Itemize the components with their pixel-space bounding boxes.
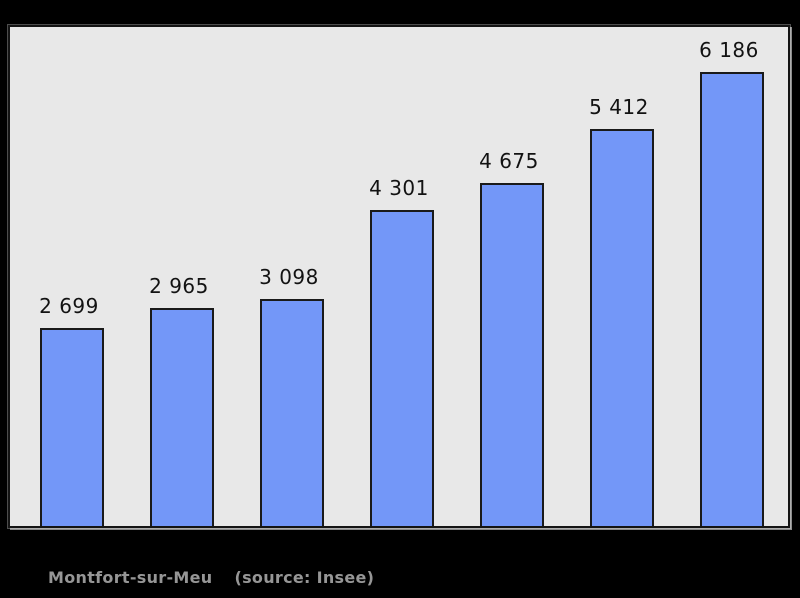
bar-value-label: 2 699 — [39, 294, 99, 318]
chart-caption: Montfort-sur-Meu (source: Insee) — [48, 568, 374, 587]
caption-title: Montfort-sur-Meu — [48, 568, 213, 587]
bar-value-label: 6 186 — [699, 38, 759, 62]
bar-value-label: 4 301 — [369, 176, 429, 200]
bar — [700, 72, 764, 526]
bar — [370, 210, 434, 526]
caption-source: (source: Insee) — [234, 568, 375, 587]
bar-value-label: 4 675 — [479, 149, 539, 173]
plot-area: 2 699 2 965 3 098 4 301 4 675 5 412 6 18… — [8, 25, 790, 528]
bar-value-label: 2 965 — [149, 274, 209, 298]
bar — [480, 183, 544, 526]
bar — [40, 328, 104, 526]
bar-value-label: 5 412 — [589, 95, 649, 119]
bar-value-label: 3 098 — [259, 265, 319, 289]
bar — [590, 129, 654, 526]
bar — [260, 299, 324, 526]
bar — [150, 308, 214, 526]
